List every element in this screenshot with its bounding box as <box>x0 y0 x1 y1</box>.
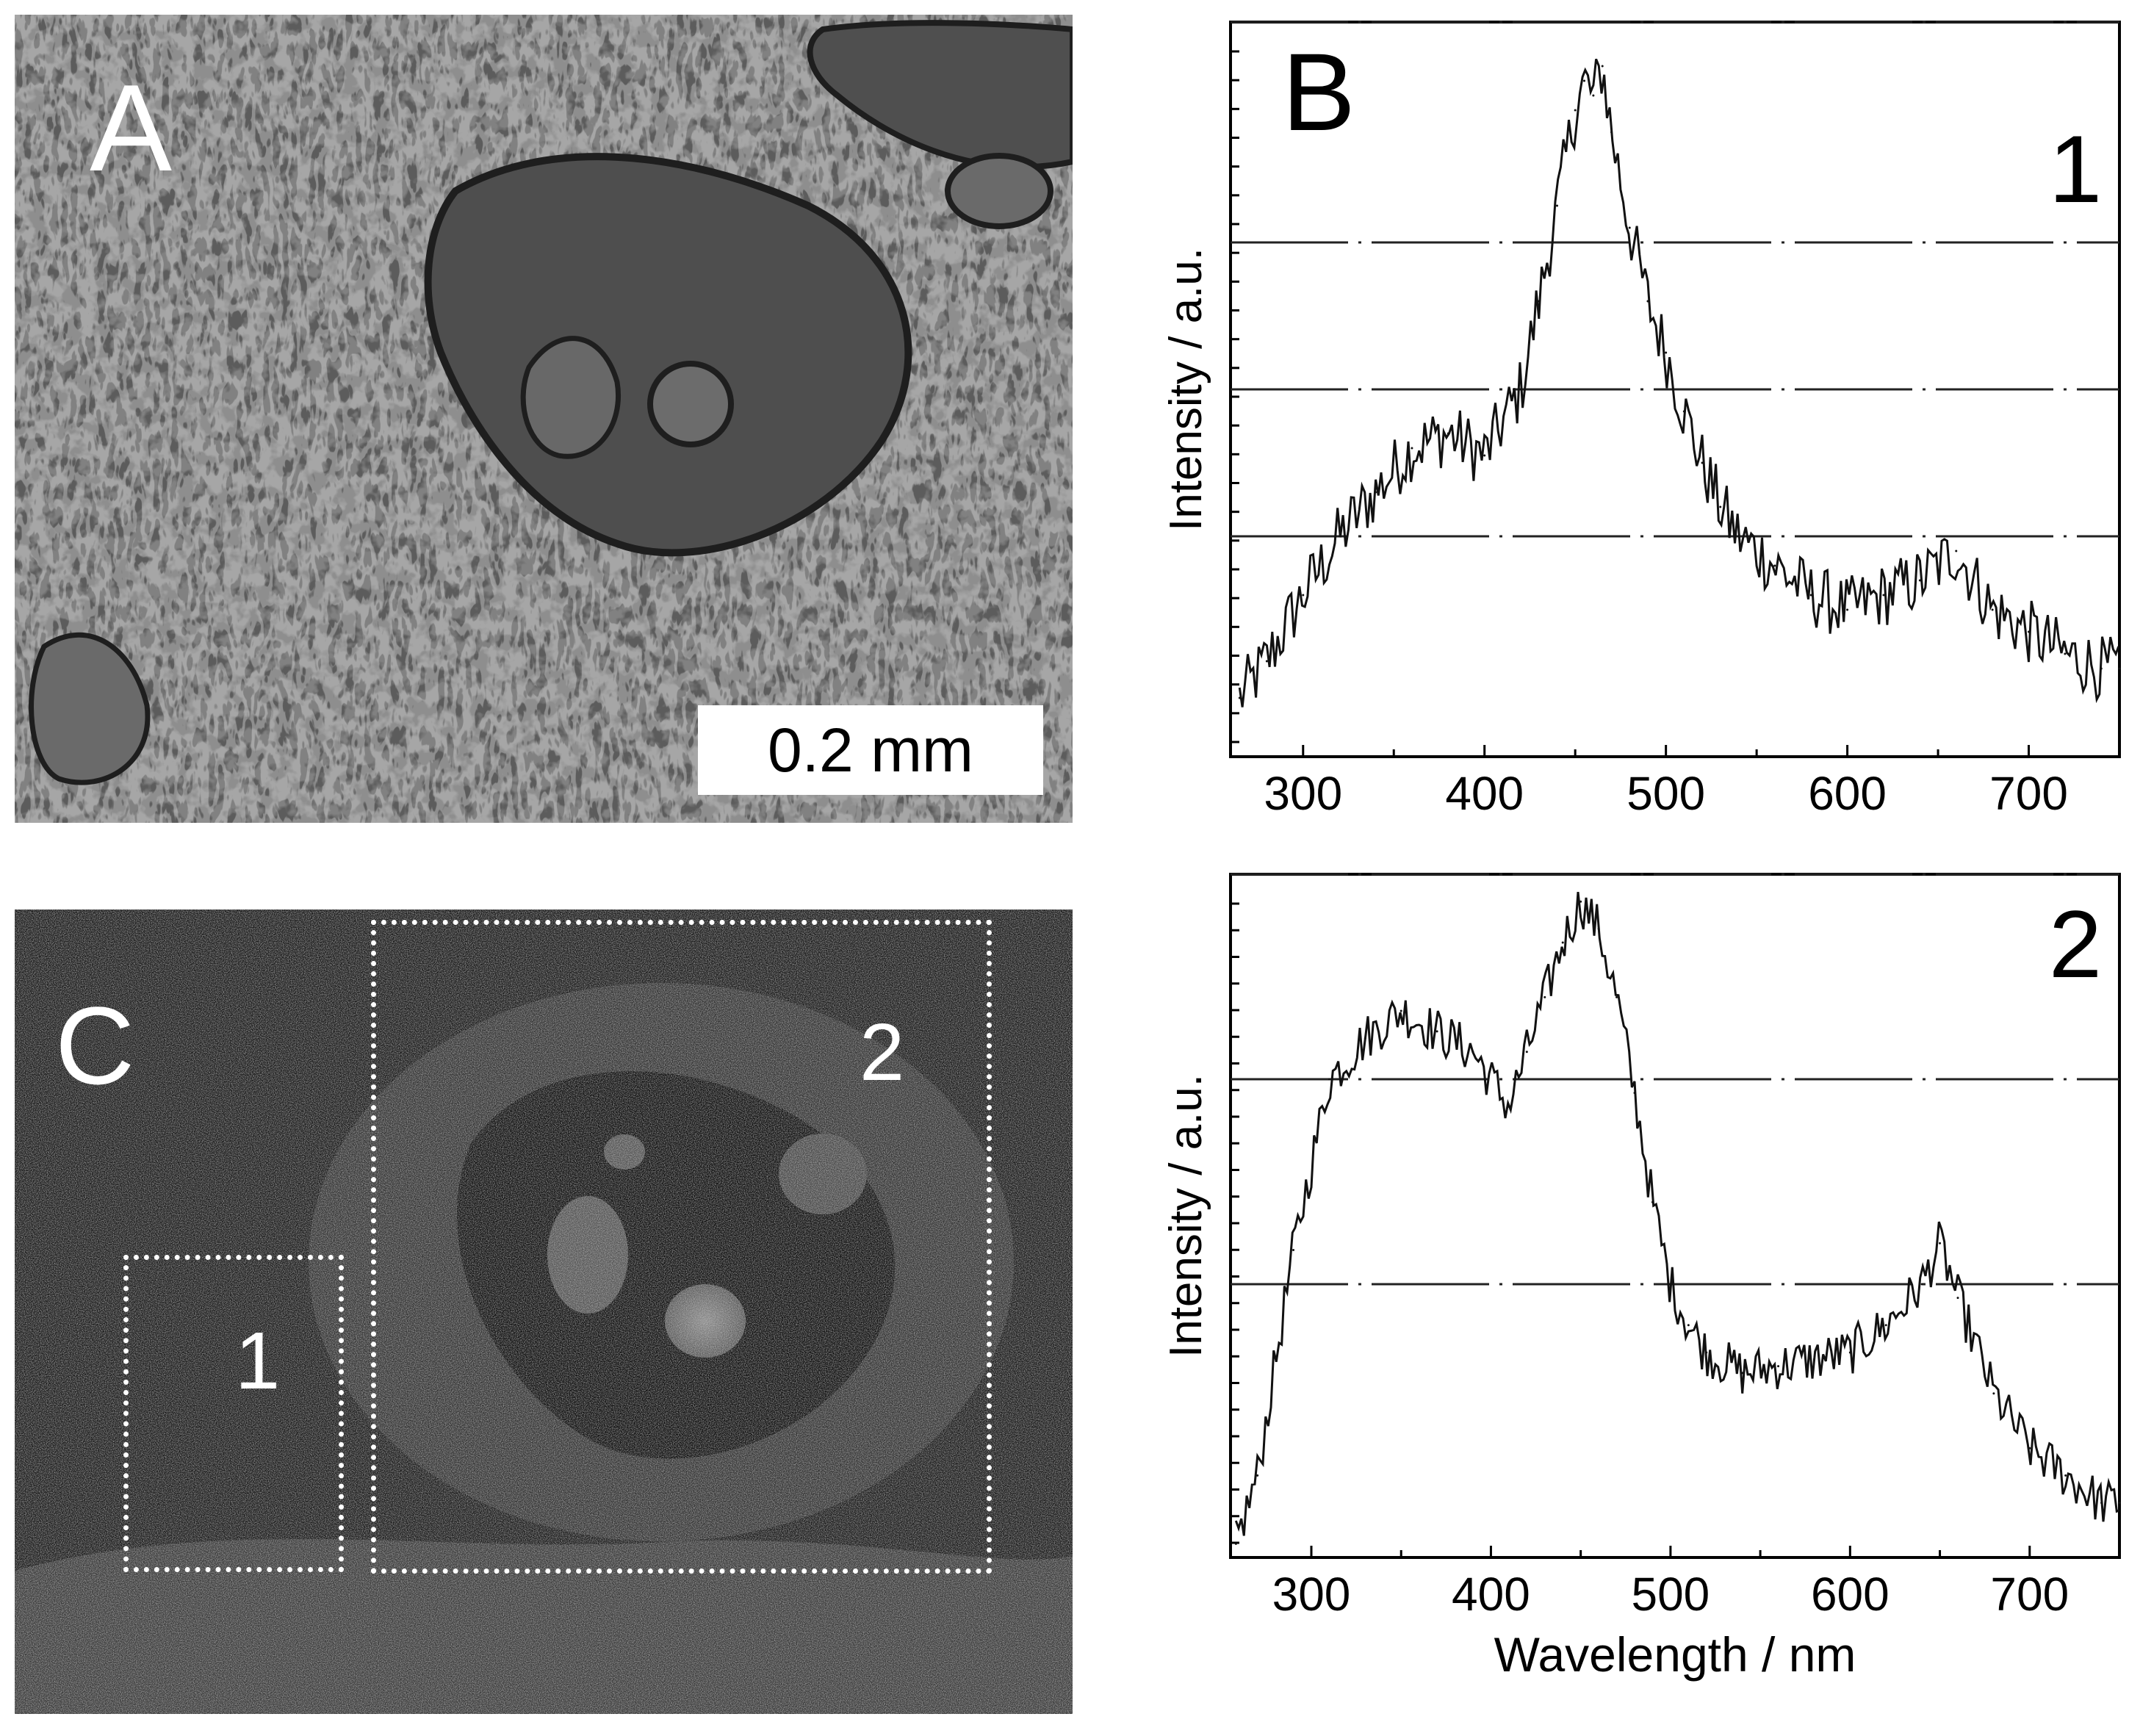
x-tick-label-400: 400 <box>1452 1568 1530 1621</box>
data-point <box>1338 535 1341 538</box>
plot-frame <box>1229 873 2121 1559</box>
data-point <box>2028 630 2031 633</box>
data-point <box>1669 1283 1672 1286</box>
data-point <box>1920 1283 1923 1286</box>
data-point <box>1256 1474 1259 1477</box>
x-axis-label: Wavelength / nm <box>1494 1627 1856 1682</box>
data-point <box>1525 1051 1528 1054</box>
panel-label-c: C <box>55 984 135 1107</box>
data-point <box>1364 1037 1366 1040</box>
data-point <box>2118 1502 2121 1505</box>
panel-label-a: A <box>90 59 173 197</box>
data-point <box>1583 79 1586 82</box>
data-point <box>1579 900 1582 903</box>
data-point <box>1741 1372 1744 1375</box>
x-tick-label-400: 400 <box>1445 767 1524 820</box>
data-point <box>1561 941 1564 944</box>
data-point <box>1328 1078 1330 1081</box>
data-point <box>1646 300 1649 303</box>
data-point <box>1519 388 1522 391</box>
data-point <box>1719 505 1722 508</box>
data-point <box>1538 300 1541 303</box>
x-tick-label-700: 700 <box>1989 767 2068 820</box>
micrograph-c-image <box>15 910 1073 1714</box>
roi-box-1 <box>123 1255 344 1572</box>
data-point <box>1483 454 1486 457</box>
x-tick-label-300: 300 <box>1272 1568 1351 1621</box>
data-point <box>1737 535 1740 538</box>
data-point <box>1848 1351 1851 1354</box>
data-point <box>1955 550 1958 552</box>
data-point <box>1809 594 1812 597</box>
x-tick-label-600: 600 <box>1808 767 1887 820</box>
spectrum-label-2: 2 <box>2049 890 2102 998</box>
data-point <box>1435 1030 1438 1033</box>
data-point <box>1238 696 1241 699</box>
data-point <box>1375 491 1377 494</box>
data-point <box>1918 579 1921 582</box>
data-point <box>1471 1051 1474 1054</box>
data-point <box>1812 1358 1815 1361</box>
y-axis-label: Intensity / a.u. <box>1161 1074 1211 1358</box>
data-point <box>1773 564 1776 567</box>
data-point <box>1665 351 1668 354</box>
data-point <box>1846 608 1849 611</box>
data-point <box>2028 1447 2031 1449</box>
data-point <box>1411 447 1413 450</box>
roi-label-2: 2 <box>860 1007 905 1098</box>
data-point <box>1615 995 1618 998</box>
panel-c-emission-map: C 1 2 <box>15 910 1073 1714</box>
data-point <box>1610 131 1613 134</box>
data-point <box>1234 1542 1237 1545</box>
data-point <box>1574 109 1577 112</box>
data-point <box>1447 432 1449 435</box>
data-point <box>1991 608 1994 611</box>
spectrum-chart-1: 300 400 500 600 700 Intensity / a.u. 1 <box>1161 21 2121 820</box>
roi-label-1: 1 <box>235 1316 281 1406</box>
data-point <box>1628 226 1631 229</box>
data-point <box>1682 410 1685 413</box>
data-point <box>2118 667 2121 670</box>
data-point <box>2064 1474 2067 1477</box>
x-tick-label-300: 300 <box>1264 767 1342 820</box>
data-point <box>1701 461 1704 464</box>
data-point <box>1555 204 1558 207</box>
data-point <box>1597 927 1600 930</box>
micrograph-a-image <box>15 15 1073 823</box>
data-point <box>1633 1092 1636 1095</box>
data-point <box>1265 660 1268 663</box>
panel-label-b: B <box>1282 30 1356 154</box>
data-point <box>1651 1200 1654 1203</box>
data-point <box>2100 667 2103 670</box>
data-point <box>1939 1242 1942 1245</box>
panel-a-micrograph: A 0.2 mm <box>15 15 1073 823</box>
x-tick-label-700: 700 <box>1990 1568 2069 1621</box>
data-point <box>1884 1324 1887 1327</box>
y-axis-label: Intensity / a.u. <box>1161 248 1211 531</box>
data-point <box>1302 594 1305 597</box>
spectrum-label-1: 1 <box>2049 115 2102 223</box>
x-tick-label-500: 500 <box>1631 1568 1710 1621</box>
spectrum-line-2 <box>1234 891 2120 1536</box>
data-point <box>1543 995 1546 998</box>
scale-bar-label: 0.2 mm <box>698 705 1043 795</box>
data-point <box>1399 1009 1402 1012</box>
data-point <box>1601 65 1604 68</box>
data-point <box>1956 1297 1959 1300</box>
data-point <box>1687 1324 1690 1327</box>
data-point <box>1882 594 1885 597</box>
data-point <box>1705 1351 1708 1354</box>
x-tick-label-600: 600 <box>1811 1568 1890 1621</box>
spectrum-chart-2: 300 400 500 600 700 Intensity / a.u. Wavelengt… <box>1161 873 2121 1682</box>
data-point <box>1292 1249 1295 1251</box>
data-point <box>2064 652 2067 655</box>
data-point <box>1507 1105 1510 1108</box>
data-point <box>1992 1392 1995 1395</box>
roi-box-2 <box>371 920 992 1574</box>
spectrum-line-1 <box>1238 58 2120 707</box>
x-tick-label-500: 500 <box>1627 767 1705 820</box>
data-point <box>1777 1365 1780 1368</box>
data-point <box>2100 1502 2103 1505</box>
data-point <box>1592 94 1595 97</box>
